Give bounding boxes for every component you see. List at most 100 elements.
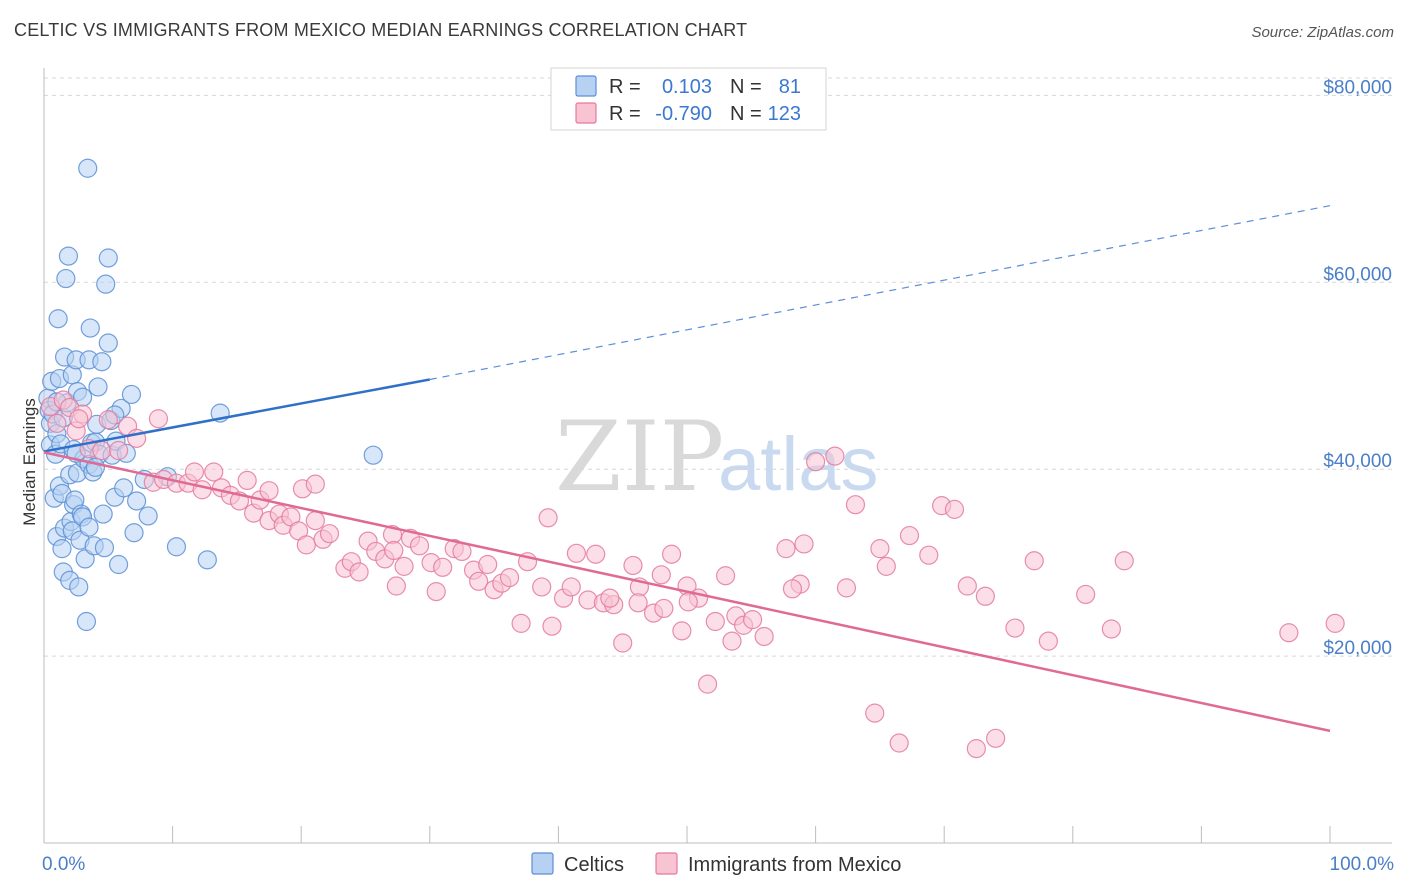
mexico-point bbox=[870, 539, 890, 559]
mexico-point bbox=[499, 567, 520, 588]
celtics-point bbox=[96, 274, 116, 294]
mexico-point bbox=[305, 474, 325, 494]
celtics-point bbox=[48, 309, 68, 329]
celtics-point bbox=[98, 333, 118, 353]
watermark-zip: ZIP bbox=[555, 401, 724, 513]
legend-row-celtics: R = 0.103 N = 81 bbox=[575, 75, 801, 98]
mexico-point bbox=[865, 703, 885, 723]
mexico-point bbox=[825, 446, 845, 466]
celtics-point bbox=[126, 491, 147, 511]
mexico-point bbox=[69, 409, 89, 429]
source-label: Source: ZipAtlas.com bbox=[1251, 24, 1394, 41]
mexico-point bbox=[478, 554, 498, 575]
mexico-point bbox=[966, 739, 986, 759]
mexico-point bbox=[836, 578, 857, 598]
legend-label-celtics: Celtics bbox=[564, 854, 624, 876]
y-axis-title: Median Earnings bbox=[20, 398, 39, 526]
trend-lines bbox=[43, 205, 1331, 733]
legend-swatch-mexico bbox=[575, 102, 597, 124]
mexico-point bbox=[394, 556, 414, 576]
mexico-point bbox=[469, 571, 489, 591]
mexico-point bbox=[782, 579, 803, 599]
x-tick-max: 100.0% bbox=[1330, 854, 1395, 875]
celtics-point bbox=[80, 318, 100, 338]
watermark: ZIP atlas bbox=[555, 401, 879, 513]
y-tick-label: $80,000 bbox=[1323, 77, 1392, 98]
celtics-point bbox=[78, 158, 98, 178]
mexico-point bbox=[672, 621, 692, 641]
mexico-point bbox=[794, 534, 814, 554]
mexico-point bbox=[678, 592, 698, 612]
celtics-point bbox=[88, 377, 108, 397]
celtics-trend-extension bbox=[429, 205, 1331, 381]
mexico-point bbox=[613, 633, 633, 653]
mexico-point bbox=[705, 611, 725, 632]
mexico-point bbox=[651, 565, 671, 585]
legend-n-value-celtics: 81 bbox=[779, 76, 801, 98]
celtics-point bbox=[52, 539, 72, 559]
legend-n-label-celtics: N = bbox=[730, 76, 762, 98]
mexico-point bbox=[889, 733, 909, 753]
celtics-point bbox=[166, 537, 187, 557]
legend-n-value-mexico: 123 bbox=[768, 103, 801, 125]
chart-title: CELTIC VS IMMIGRANTS FROM MEXICO MEDIAN … bbox=[14, 20, 748, 40]
mexico-point bbox=[722, 631, 742, 651]
axes bbox=[43, 68, 1392, 844]
mexico-point bbox=[876, 556, 896, 576]
mexico-point bbox=[237, 470, 257, 491]
legend-swatch-celtics bbox=[575, 75, 597, 97]
x-tick-min: 0.0% bbox=[42, 854, 85, 875]
mexico-point bbox=[538, 508, 558, 528]
mexico-point bbox=[184, 462, 205, 482]
watermark-atlas: atlas bbox=[718, 422, 879, 507]
mexico-point bbox=[899, 525, 920, 546]
celtics-point bbox=[56, 268, 76, 289]
celtics-trend-line bbox=[43, 378, 431, 453]
mexico-point bbox=[742, 610, 763, 630]
mexico-point bbox=[957, 576, 977, 596]
legend-row-mexico: R = -0.790 N = 123 bbox=[575, 102, 801, 125]
data-points bbox=[38, 158, 1345, 759]
mexico-point bbox=[805, 452, 826, 472]
mexico-point bbox=[654, 598, 674, 619]
mexico-point bbox=[92, 440, 112, 461]
mexico-point bbox=[192, 480, 212, 500]
legend-r-value-celtics: 0.103 bbox=[662, 76, 712, 98]
mexico-point bbox=[47, 413, 67, 433]
celtics-point bbox=[124, 523, 144, 543]
mexico-point bbox=[715, 566, 736, 586]
mexico-point bbox=[1114, 551, 1134, 571]
legend-label-mexico: Immigrants from Mexico bbox=[688, 854, 901, 876]
mexico-point bbox=[776, 539, 796, 559]
celtics-point bbox=[363, 445, 383, 465]
mexico-point bbox=[697, 674, 718, 694]
celtics-point bbox=[94, 538, 115, 558]
celtics-point bbox=[108, 554, 129, 575]
y-tick-labels: $20,000 $40,000 $60,000 $80,000 bbox=[1323, 77, 1392, 659]
mexico-point bbox=[754, 626, 774, 647]
y-tick-label: $60,000 bbox=[1323, 264, 1392, 285]
celtics-point bbox=[75, 549, 95, 569]
mexico-point bbox=[296, 535, 316, 555]
mexico-point bbox=[98, 410, 118, 430]
mexico-point bbox=[259, 481, 279, 501]
mexico-point bbox=[661, 544, 682, 564]
y-tick-label: $20,000 bbox=[1323, 638, 1392, 659]
celtics-point bbox=[69, 577, 89, 597]
mexico-trend-line bbox=[43, 451, 1331, 733]
mexico-point bbox=[1005, 618, 1025, 638]
mexico-point bbox=[108, 440, 129, 461]
mexico-point bbox=[426, 582, 446, 602]
mexico-point bbox=[566, 543, 587, 563]
celtics-point bbox=[92, 352, 112, 372]
mexico-point bbox=[409, 536, 430, 556]
mexico-point bbox=[148, 409, 169, 429]
mexico-point bbox=[975, 586, 995, 606]
mexico-point bbox=[600, 588, 620, 608]
legend-r-label-mexico: R = bbox=[609, 103, 641, 125]
mexico-point bbox=[586, 544, 606, 564]
series-legend: Celtics Immigrants from Mexico bbox=[531, 852, 901, 876]
mexico-point bbox=[1101, 619, 1121, 639]
celtics-point bbox=[58, 246, 79, 266]
